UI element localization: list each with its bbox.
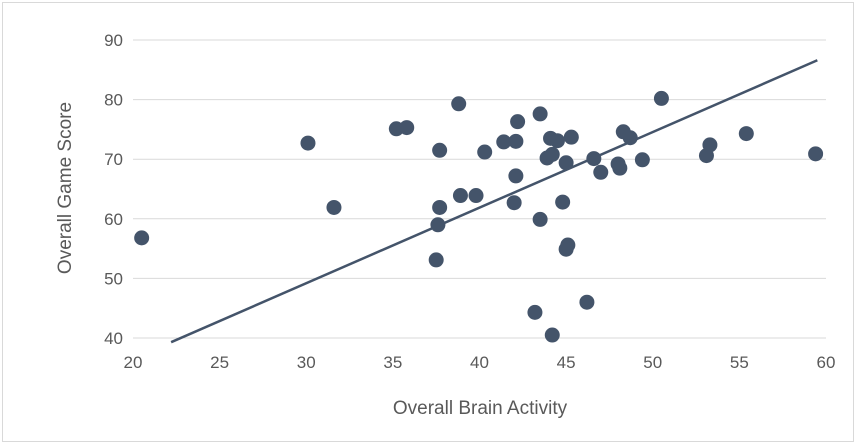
x-tick-label: 35 bbox=[383, 353, 402, 372]
data-point bbox=[300, 135, 316, 151]
data-point bbox=[558, 155, 574, 171]
data-point bbox=[702, 137, 718, 153]
x-axis-ticks: 20 25 30 35 40 45 50 55 60 bbox=[124, 353, 836, 372]
data-point bbox=[738, 126, 754, 142]
y-tick-label: 90 bbox=[104, 31, 123, 50]
data-point bbox=[532, 211, 548, 227]
data-point bbox=[451, 96, 467, 112]
trendline bbox=[170, 59, 818, 344]
data-point bbox=[510, 114, 526, 130]
y-tick-label: 40 bbox=[104, 329, 123, 348]
data-point bbox=[134, 230, 150, 246]
data-point bbox=[634, 152, 650, 168]
data-point bbox=[326, 199, 342, 215]
data-point bbox=[432, 142, 448, 158]
data-points bbox=[134, 90, 824, 343]
data-point bbox=[579, 294, 595, 310]
data-point bbox=[432, 199, 448, 215]
data-point bbox=[555, 194, 571, 210]
data-point bbox=[508, 133, 524, 149]
y-tick-label: 60 bbox=[104, 210, 123, 229]
data-point bbox=[593, 164, 609, 180]
data-point bbox=[452, 188, 468, 204]
x-axis-title: Overall Brain Activity bbox=[393, 398, 568, 419]
y-axis-ticks: 40 50 60 70 80 90 bbox=[104, 31, 123, 348]
data-point bbox=[506, 195, 522, 211]
data-point bbox=[544, 327, 560, 343]
x-tick-label: 25 bbox=[210, 353, 229, 372]
data-point bbox=[468, 188, 484, 204]
y-tick-label: 80 bbox=[104, 91, 123, 110]
data-point bbox=[477, 144, 493, 160]
data-point bbox=[622, 130, 638, 146]
data-point bbox=[653, 90, 669, 106]
data-point bbox=[532, 106, 548, 122]
data-point bbox=[527, 304, 543, 320]
y-axis-title: Overall Game Score bbox=[55, 102, 76, 274]
x-tick-label: 45 bbox=[557, 353, 576, 372]
data-point bbox=[508, 168, 524, 184]
data-point bbox=[428, 252, 444, 268]
trendline-layer bbox=[170, 59, 818, 344]
data-point bbox=[586, 151, 602, 167]
x-tick-label: 20 bbox=[124, 353, 143, 372]
y-tick-label: 70 bbox=[104, 150, 123, 169]
data-point bbox=[808, 146, 824, 162]
x-tick-label: 40 bbox=[470, 353, 489, 372]
gridlines bbox=[133, 39, 826, 339]
data-point bbox=[496, 134, 512, 150]
data-point bbox=[560, 237, 576, 253]
x-tick-label: 50 bbox=[643, 353, 662, 372]
y-tick-label: 50 bbox=[104, 269, 123, 288]
data-point bbox=[544, 146, 560, 162]
data-point bbox=[563, 129, 579, 145]
data-point bbox=[430, 217, 446, 233]
data-point bbox=[549, 133, 565, 149]
chart-frame bbox=[2, 2, 854, 442]
x-tick-label: 60 bbox=[817, 353, 836, 372]
data-point bbox=[612, 160, 628, 176]
data-point bbox=[399, 120, 415, 136]
x-tick-label: 55 bbox=[730, 353, 749, 372]
x-tick-label: 30 bbox=[297, 353, 316, 372]
